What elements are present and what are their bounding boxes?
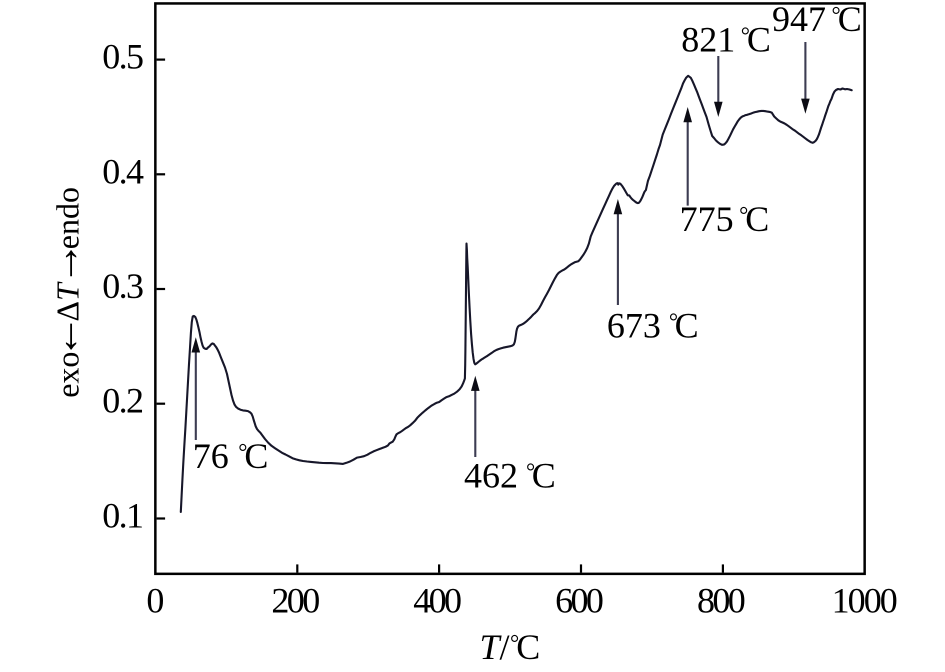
svg-text:821 °C: 821 °C [681, 20, 771, 60]
svg-text:462 °C: 462 °C [464, 456, 556, 496]
svg-text:0.5: 0.5 [102, 37, 144, 77]
svg-text:0.2: 0.2 [102, 381, 144, 421]
svg-text:0: 0 [146, 580, 164, 620]
svg-text:0.3: 0.3 [102, 266, 144, 306]
svg-text:200: 200 [271, 580, 320, 620]
svg-text:400: 400 [413, 580, 462, 620]
svg-text:947 °C: 947 °C [772, 0, 862, 39]
svg-text:800: 800 [697, 580, 746, 620]
svg-text:0.4: 0.4 [102, 151, 144, 191]
svg-text:1000: 1000 [832, 580, 898, 620]
svg-text:673 °C: 673 °C [607, 306, 699, 346]
svg-text:775 °C: 775 °C [680, 199, 770, 239]
svg-text:0.1: 0.1 [102, 496, 144, 536]
svg-text:76 °C: 76 °C [193, 436, 269, 476]
svg-text:600: 600 [555, 580, 604, 620]
